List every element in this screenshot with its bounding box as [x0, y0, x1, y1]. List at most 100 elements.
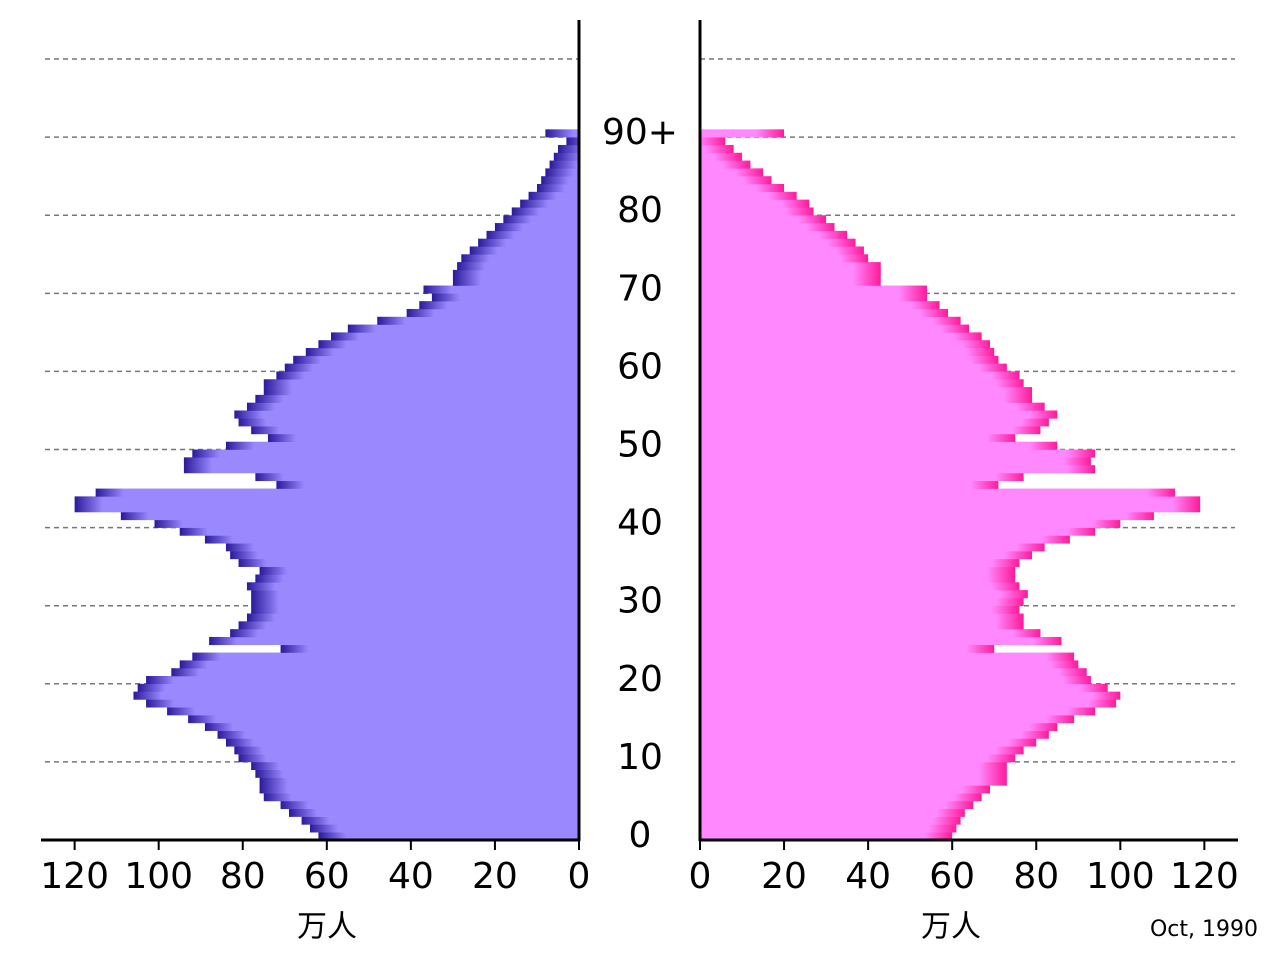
- bar: [225, 441, 579, 450]
- bar: [700, 738, 1037, 747]
- bar: [700, 137, 726, 146]
- bar: [700, 340, 991, 349]
- x-tick-label: 80: [1013, 856, 1059, 897]
- x-tick-label: 40: [388, 856, 434, 897]
- bar: [452, 269, 579, 279]
- bar: [700, 519, 1121, 528]
- bar: [246, 582, 579, 591]
- bar: [217, 730, 579, 739]
- bar: [700, 676, 1091, 685]
- bar: [700, 636, 1062, 646]
- bar: [263, 379, 579, 388]
- note: Oct, 1990: [1150, 917, 1258, 942]
- bar: [557, 144, 579, 154]
- bar: [238, 418, 579, 427]
- bar: [700, 590, 1028, 599]
- bar: [259, 566, 579, 575]
- bar: [255, 769, 579, 778]
- bar: [700, 504, 1201, 513]
- bar: [545, 168, 579, 177]
- bar: [230, 551, 579, 560]
- x-tick-label: 0: [568, 856, 591, 897]
- bar: [469, 246, 579, 255]
- bar: [700, 277, 881, 286]
- bar: [700, 223, 835, 232]
- bar: [461, 254, 579, 263]
- bar: [700, 363, 1007, 372]
- bar: [452, 277, 579, 286]
- bar: [553, 152, 579, 161]
- bar: [700, 785, 991, 794]
- bar: [192, 449, 579, 458]
- x-tick-label: 120: [1170, 856, 1239, 897]
- bar: [280, 644, 579, 653]
- bar: [700, 254, 869, 263]
- bar: [95, 488, 579, 497]
- bar: [700, 410, 1058, 419]
- bar: [700, 668, 1087, 677]
- bar: [263, 387, 579, 396]
- bar: [700, 683, 1108, 692]
- bar: [700, 230, 848, 239]
- bar: [520, 199, 579, 208]
- bar: [700, 441, 1058, 450]
- bar: [255, 394, 579, 403]
- bar: [700, 629, 1041, 638]
- bar: [700, 394, 1033, 403]
- bar: [234, 410, 579, 419]
- bar: [700, 215, 827, 224]
- bar: [259, 777, 579, 786]
- bar: [700, 512, 1154, 521]
- bar: [318, 340, 579, 349]
- bar: [700, 707, 1096, 716]
- bar: [74, 504, 579, 513]
- bar: [406, 308, 579, 318]
- bar: [700, 715, 1075, 724]
- y-tick-label: 90+: [602, 112, 678, 153]
- bar: [700, 824, 957, 833]
- bar: [700, 488, 1175, 497]
- bar: [700, 699, 1117, 708]
- bar: [700, 457, 1091, 466]
- bar: [700, 566, 1016, 575]
- bar: [179, 660, 579, 669]
- bar: [204, 722, 579, 731]
- bar: [478, 238, 579, 247]
- bar: [171, 668, 579, 677]
- bar: [284, 363, 579, 372]
- bar: [293, 355, 579, 364]
- bar: [536, 184, 579, 193]
- bar: [288, 808, 579, 817]
- bar: [700, 348, 995, 357]
- bar: [700, 551, 1033, 560]
- bar: [276, 480, 579, 489]
- bar: [251, 426, 579, 435]
- bar: [183, 465, 579, 474]
- y-tick-label: 70: [617, 268, 663, 309]
- bar: [377, 316, 579, 325]
- x-tick-label: 100: [124, 856, 193, 897]
- bar: [331, 332, 579, 341]
- bar: [700, 816, 961, 825]
- bar: [188, 715, 579, 724]
- y-tick-label: 20: [617, 659, 663, 700]
- bar: [700, 379, 1024, 388]
- bar: [545, 129, 579, 138]
- bar: [700, 355, 999, 364]
- bar: [566, 137, 579, 146]
- bar: [700, 191, 797, 200]
- bar: [700, 387, 1033, 396]
- bar: [133, 691, 579, 700]
- x-axis-label: 万人: [921, 910, 981, 945]
- bar: [255, 574, 579, 583]
- bar: [167, 707, 579, 716]
- bar: [700, 426, 1041, 435]
- bar: [486, 230, 579, 239]
- bar: [700, 262, 881, 271]
- bar: [431, 293, 579, 302]
- bar: [423, 285, 579, 294]
- bar: [700, 808, 965, 817]
- y-tick-label: 50: [617, 425, 663, 466]
- bar: [541, 176, 579, 185]
